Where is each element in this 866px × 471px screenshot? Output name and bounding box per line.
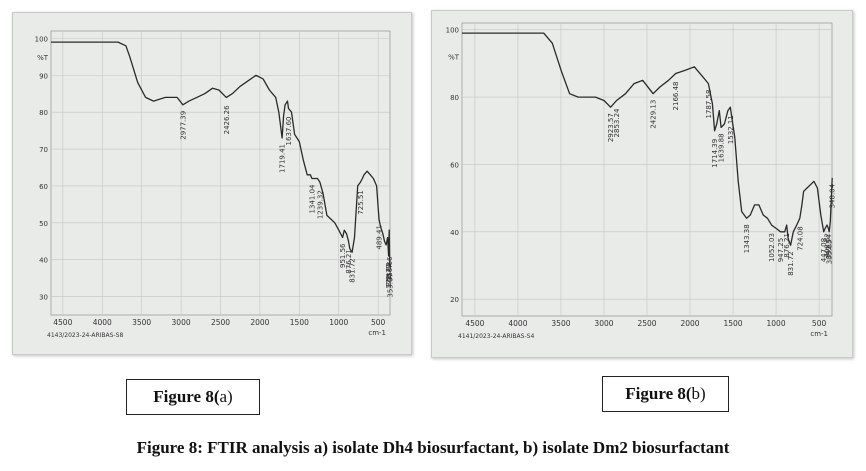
x-tick-label: 1500 (290, 318, 309, 327)
y-tick-label: 60 (39, 183, 48, 191)
figure-label-a: Figure 8(a) (126, 379, 260, 415)
peak-label: 725.51 (357, 190, 365, 215)
peak-label: 1787.58 (705, 90, 713, 119)
x-tick-label: 500 (812, 319, 827, 328)
peak-label: 356.66 (386, 256, 394, 281)
peak-label: 392.54 (825, 234, 833, 259)
peak-label: 1637.60 (285, 117, 293, 146)
peak-label: 368.85 (385, 262, 393, 287)
y-tick-label: 80 (450, 94, 459, 102)
figure-label-b-text: Figure 8( (625, 384, 692, 403)
peak-label: 1239.32 (316, 190, 324, 219)
x-tick-label: 2000 (250, 318, 269, 327)
ftir-chart-b: 4500 4000 3500 3000 2500 2000 1500 1000 500 100 %T… (446, 22, 837, 340)
x-tick-label: 3000 (594, 319, 613, 328)
peak-label: 2977.39 (179, 111, 187, 140)
y-tick-label: 80 (39, 109, 48, 117)
x-tick-label: 1500 (723, 319, 742, 328)
x-tick-label: 4000 (93, 318, 112, 327)
x-tick-label: 1000 (767, 319, 786, 328)
peak-label: 353.07 (386, 273, 394, 298)
peak-label: 724.08 (796, 226, 804, 251)
peak-label: 831.72 (349, 258, 357, 283)
figure-label-b-letter: b) (691, 384, 706, 403)
y-tick-label: 90 (39, 72, 48, 80)
peak-label: 383.63 (826, 240, 834, 264)
x-tick-label: 4000 (508, 319, 527, 328)
y-tick-label: 40 (39, 257, 48, 265)
peak-label: 2853.24 (613, 108, 621, 137)
y-tick-label: %T (448, 54, 460, 62)
x-tick-label: 2500 (637, 319, 656, 328)
x-tick-label: 4500 (465, 319, 484, 328)
figure-label-b: Figure 8(b) (602, 376, 729, 412)
peak-label: 1714.39 (711, 139, 719, 168)
peak-label: 408.32 (824, 233, 832, 258)
peak-label: 371.73 (385, 264, 393, 289)
peak-label: 831.72 (787, 251, 795, 275)
x-axis-unit-label: cm-1 (368, 329, 386, 337)
ftir-chart-a: 4500 4000 3500 3000 2500 2000 1500 1000 500 100 %T… (35, 30, 394, 339)
figure-label-a-letter: a) (219, 387, 233, 406)
x-tick-label: 1000 (329, 318, 348, 327)
ftir-panel-b: 4500 4000 3500 3000 2500 2000 1500 1000 500 100 %T… (431, 10, 853, 358)
sample-id-footer: 4143/2023-24-ARIBAS-S8 (47, 332, 123, 339)
peak-label: 489.41 (376, 225, 384, 250)
peak-label: 1532.11 (727, 115, 735, 144)
peak-label: 1341.04 (308, 184, 316, 213)
peak-label: 2923.57 (607, 113, 615, 142)
peak-label: 951.56 (339, 243, 347, 268)
y-tick-label: 30 (39, 294, 48, 302)
peak-label: 947.25 (777, 238, 785, 262)
figure-label-a-text: Figure 8( (153, 387, 220, 406)
y-tick-label: 60 (450, 161, 459, 169)
peak-label: 2426.26 (223, 105, 231, 134)
x-tick-label: 3500 (132, 318, 151, 327)
x-tick-label: 4500 (53, 318, 72, 327)
y-tick-label: 100 (35, 35, 48, 43)
peak-label: 2166.48 (672, 82, 680, 111)
y-tick-label: 70 (39, 146, 48, 154)
x-tick-label: 3000 (172, 318, 191, 327)
y-tick-label: 40 (450, 229, 459, 237)
peak-label: 1052.03 (768, 233, 776, 262)
peak-label: 876.21 (783, 233, 791, 258)
figure-caption: Figure 8: FTIR analysis a) isolate Dh4 b… (136, 438, 730, 457)
x-tick-label: 2500 (211, 318, 230, 327)
peak-label: 2429.13 (650, 100, 658, 129)
peak-label: 876.21 (345, 249, 353, 274)
y-tick-label: 20 (450, 296, 459, 304)
y-tick-label: %T (37, 54, 49, 62)
x-axis-unit-label: cm-1 (810, 330, 828, 338)
spectrum-line (462, 32, 833, 246)
sample-id-footer: 4141/2023-24-ARIBAS-S4 (458, 333, 534, 340)
x-tick-label: 500 (371, 318, 386, 327)
peak-label: 348.04 (829, 183, 837, 208)
peak-label: 1343.38 (743, 224, 751, 253)
peak-label: 1719.41 (279, 144, 287, 173)
peak-label: 447.08 (820, 238, 828, 262)
x-tick-label: 3500 (551, 319, 570, 328)
x-tick-label: 2000 (680, 319, 699, 328)
spectrum-line (51, 41, 391, 268)
peak-label: 1639.88 (718, 133, 726, 162)
y-tick-label: 100 (446, 27, 459, 35)
ftir-panel-a: 4500 4000 3500 3000 2500 2000 1500 1000 500 100 %T… (12, 12, 412, 355)
y-tick-label: 50 (39, 220, 48, 228)
